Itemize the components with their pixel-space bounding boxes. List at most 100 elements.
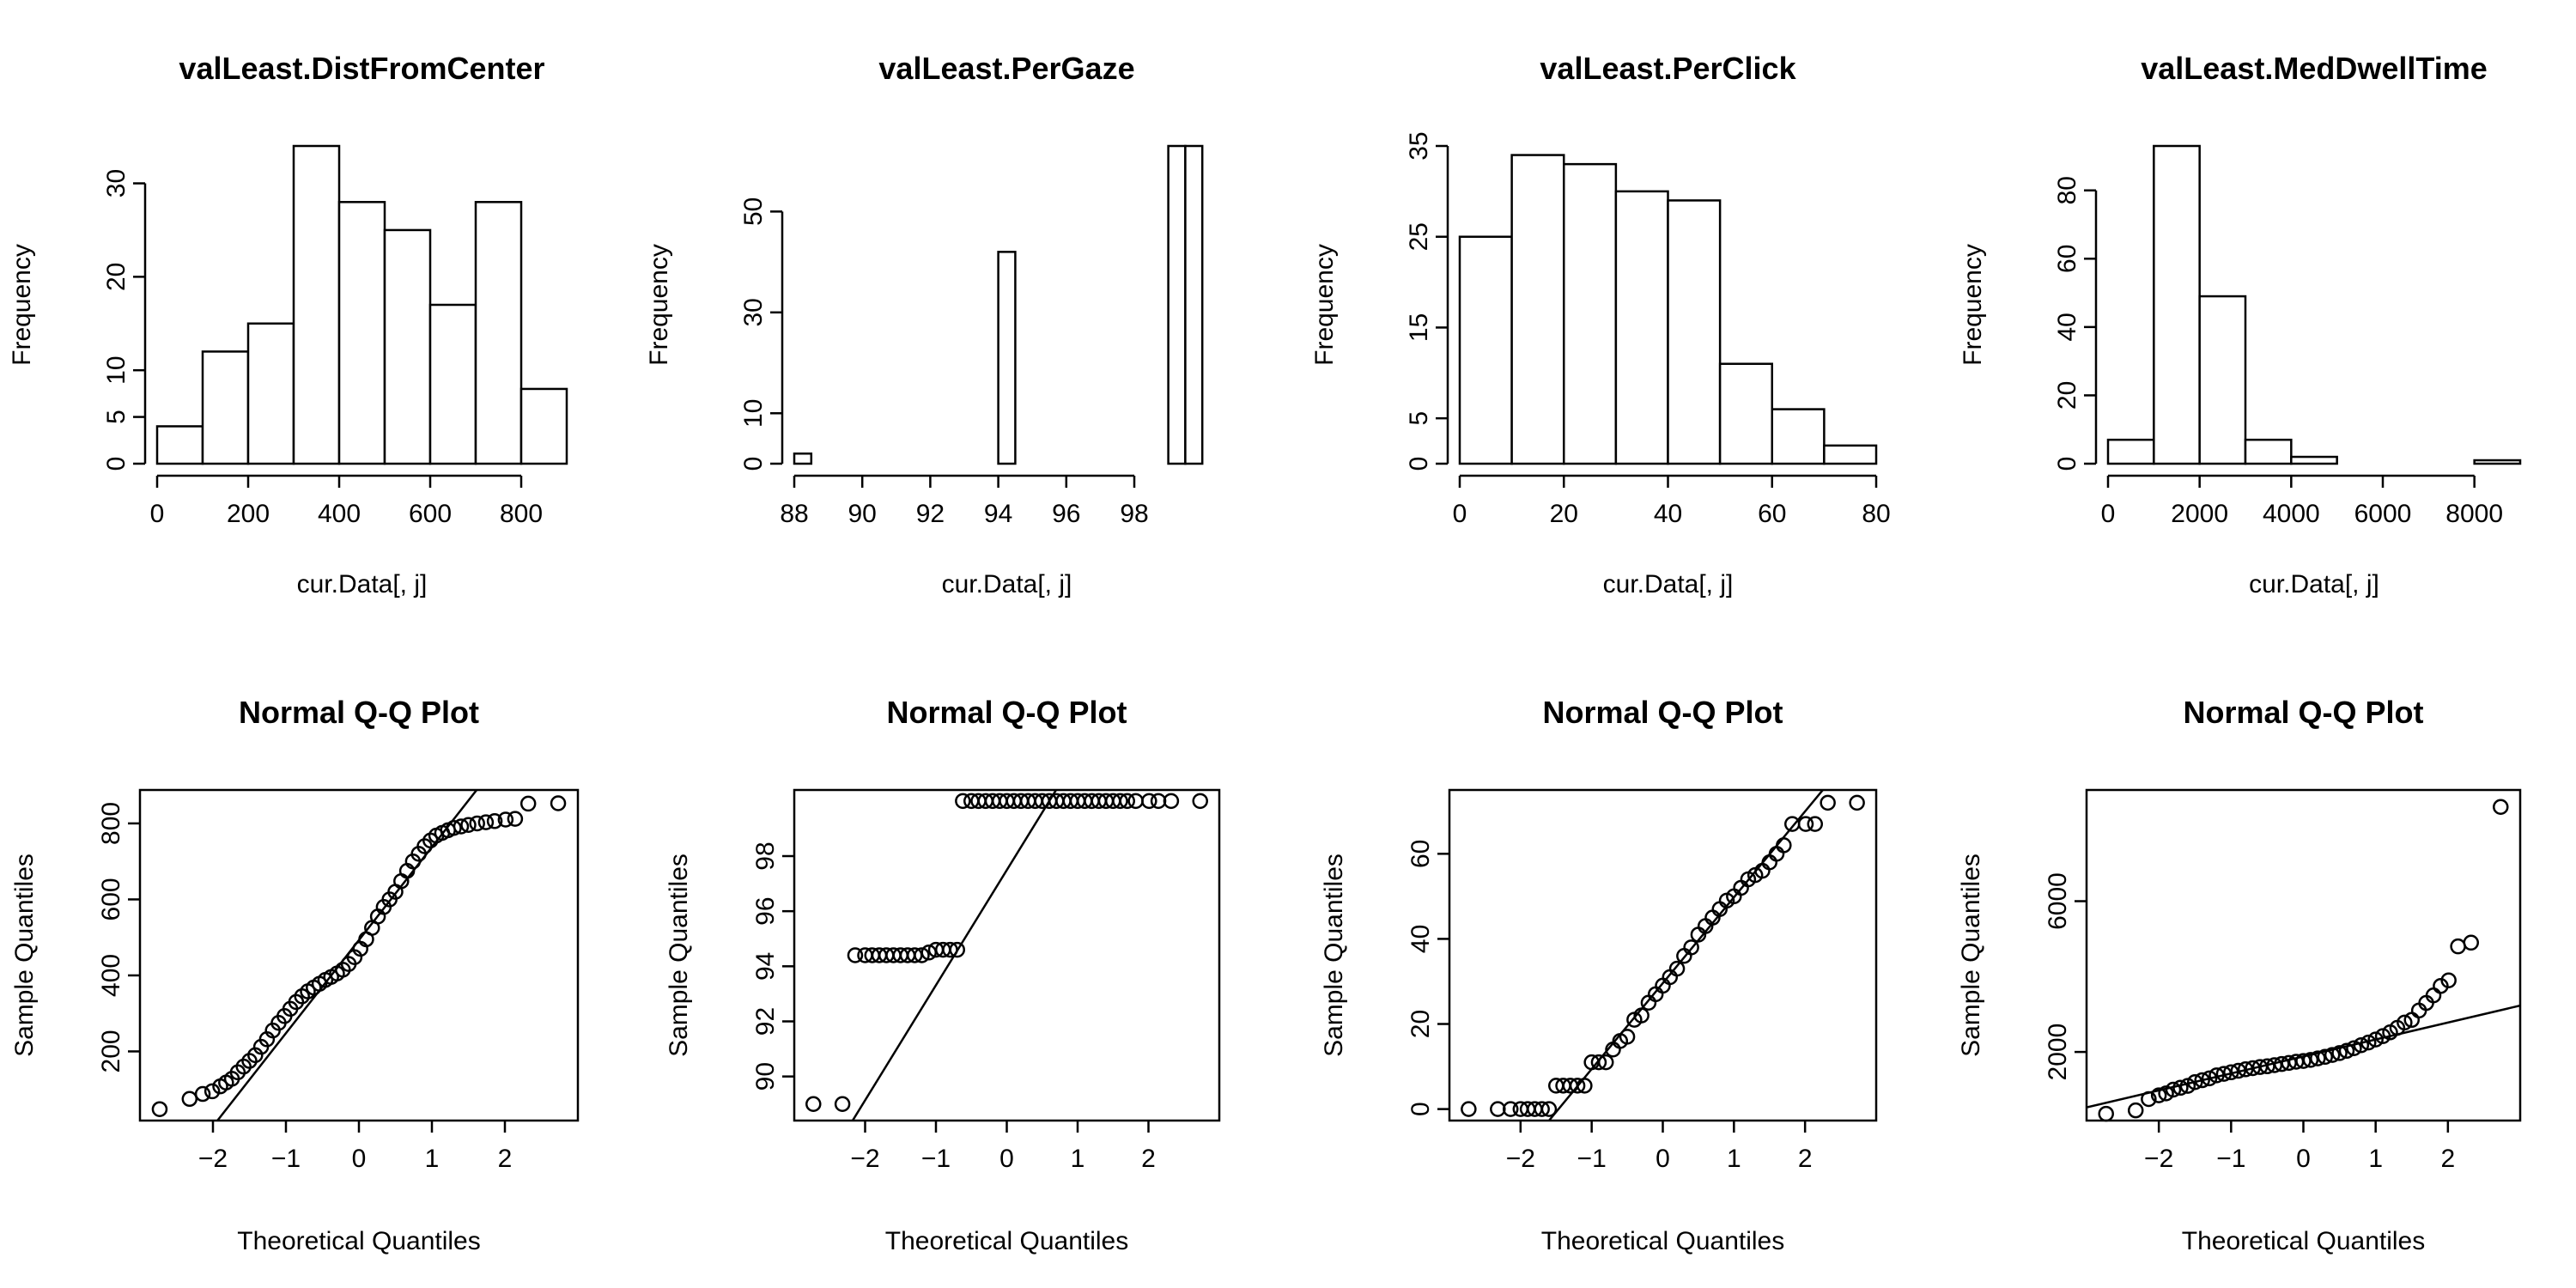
y-tick-label: 800 — [97, 802, 125, 845]
qq-point — [2360, 1034, 2377, 1051]
qq-point — [1683, 939, 1699, 956]
x-tick-label: −2 — [850, 1145, 879, 1173]
qq-point — [2150, 1087, 2167, 1103]
qq-point — [181, 1091, 198, 1108]
qq-point — [955, 793, 971, 810]
qq-point — [1461, 1101, 1477, 1117]
qq-point — [2194, 1072, 2210, 1089]
x-tick-label: 80 — [1862, 500, 1890, 528]
qq-point — [550, 795, 567, 811]
qq-point — [460, 817, 477, 833]
qq-point — [1597, 1054, 1614, 1071]
chart-title: Normal Q-Q Plot — [1542, 695, 1783, 730]
qq-point — [486, 813, 503, 829]
histogram-bar — [1718, 362, 1773, 465]
panel-2: valLeast.PerGaze 88 90 92 94 96 98 0 10 30 50 cur.D… — [645, 51, 1204, 598]
x-tick-label: −2 — [2144, 1145, 2173, 1173]
histogram-bar — [2198, 295, 2247, 465]
qq-point — [914, 947, 930, 963]
y-tick-label: 400 — [97, 954, 125, 997]
y-tick-label: 600 — [97, 878, 125, 920]
histogram-bar — [1823, 444, 1878, 465]
y-tick-label: 0 — [1405, 457, 1433, 471]
y-tick-label: 40 — [2053, 313, 2081, 341]
x-tick-label: 0 — [1656, 1145, 1670, 1173]
y-axis-label: Frequency — [1959, 244, 1987, 366]
qq-point — [2367, 1031, 2384, 1048]
qq-point — [1127, 793, 1144, 810]
x-tick-label: 20 — [1550, 500, 1578, 528]
histogram-bar — [246, 322, 295, 465]
y-axis-label: Frequency — [645, 244, 673, 366]
x-tick-label: 1 — [1727, 1145, 1741, 1173]
x-tick-label: −1 — [1577, 1145, 1607, 1173]
x-tick-label: 0 — [999, 1145, 1014, 1173]
qq-point — [2346, 1040, 2362, 1056]
y-axis-label: Sample Quantiles — [10, 854, 39, 1057]
qq-point — [942, 941, 958, 958]
x-tick-label: 2000 — [2171, 500, 2228, 528]
histogram-bar — [383, 228, 432, 465]
y-tick-label: 0 — [102, 457, 131, 471]
x-tick-label: 98 — [1120, 500, 1148, 528]
y-tick-label: 0 — [739, 457, 768, 471]
qq-point — [1640, 994, 1657, 1011]
y-tick-label: 0 — [2053, 457, 2081, 471]
qq-point — [1820, 794, 1836, 811]
histogram-bar — [1184, 144, 1204, 465]
y-axis-label: Sample Quantiles — [665, 854, 693, 1057]
histogram-bar — [1167, 144, 1187, 465]
panel-6: Normal Q-Q Plot −2 −1 0 1 2 90 92 94 96 98 Theoreti… — [665, 695, 1221, 1255]
y-axis-label: Sample Quantiles — [1957, 854, 1985, 1057]
chart-title: valLeast.PerClick — [1540, 51, 1796, 86]
qq-point — [1662, 969, 1679, 986]
y-tick-label: 96 — [751, 896, 780, 925]
qq-point — [2201, 1070, 2218, 1087]
qq-point — [1619, 1029, 1636, 1045]
x-axis-label: cur.Data[, j] — [2249, 570, 2379, 598]
x-axis-label: Theoretical Quantiles — [885, 1227, 1128, 1255]
x-tick-label: −1 — [921, 1145, 951, 1173]
y-tick-label: 98 — [751, 841, 780, 870]
x-tick-label: −1 — [2216, 1145, 2245, 1173]
qq-point — [1761, 854, 1777, 871]
x-tick-label: 94 — [984, 500, 1012, 528]
x-tick-label: 800 — [500, 500, 543, 528]
qq-point — [204, 1083, 221, 1100]
histogram-bar — [337, 201, 386, 465]
qq-point — [1784, 816, 1801, 832]
x-tick-label: 8000 — [2445, 500, 2503, 528]
x-tick-label: −2 — [1506, 1145, 1535, 1173]
y-tick-label: 80 — [2053, 176, 2081, 204]
qq-point — [1768, 846, 1785, 862]
x-tick-label: 0 — [2296, 1145, 2311, 1173]
qq-point — [507, 811, 524, 827]
y-tick-label: 30 — [102, 169, 131, 197]
x-tick-label: 600 — [409, 500, 452, 528]
y-tick-label: 60 — [2053, 245, 2081, 273]
qq-point — [2310, 1050, 2326, 1066]
x-tick-label: 40 — [1654, 500, 1682, 528]
qq-point — [1797, 816, 1814, 832]
histogram-bar — [1667, 199, 1722, 465]
y-tick-label: 30 — [739, 298, 768, 326]
x-tick-label: 2 — [2440, 1145, 2455, 1173]
panel-1: valLeast.DistFromCenter 0 200 400 600 800 0 5 10… — [8, 51, 568, 598]
histogram-bar — [2106, 438, 2155, 465]
qq-point — [1807, 816, 1824, 832]
qq-point — [1849, 794, 1865, 811]
y-tick-label: 6000 — [2044, 872, 2072, 930]
y-tick-label: 94 — [751, 952, 780, 981]
qq-point — [497, 811, 514, 828]
qq-point — [1668, 960, 1686, 977]
y-tick-label: 5 — [1405, 411, 1433, 426]
qq-point — [2463, 934, 2480, 951]
qq-point — [477, 814, 495, 830]
histogram-bar — [1458, 235, 1513, 465]
x-tick-label: 6000 — [2354, 500, 2412, 528]
x-axis-label: cur.Data[, j] — [1603, 570, 1734, 598]
y-tick-label: 20 — [2053, 381, 2081, 410]
histogram-bar — [474, 201, 523, 465]
qq-point — [1534, 1101, 1550, 1117]
